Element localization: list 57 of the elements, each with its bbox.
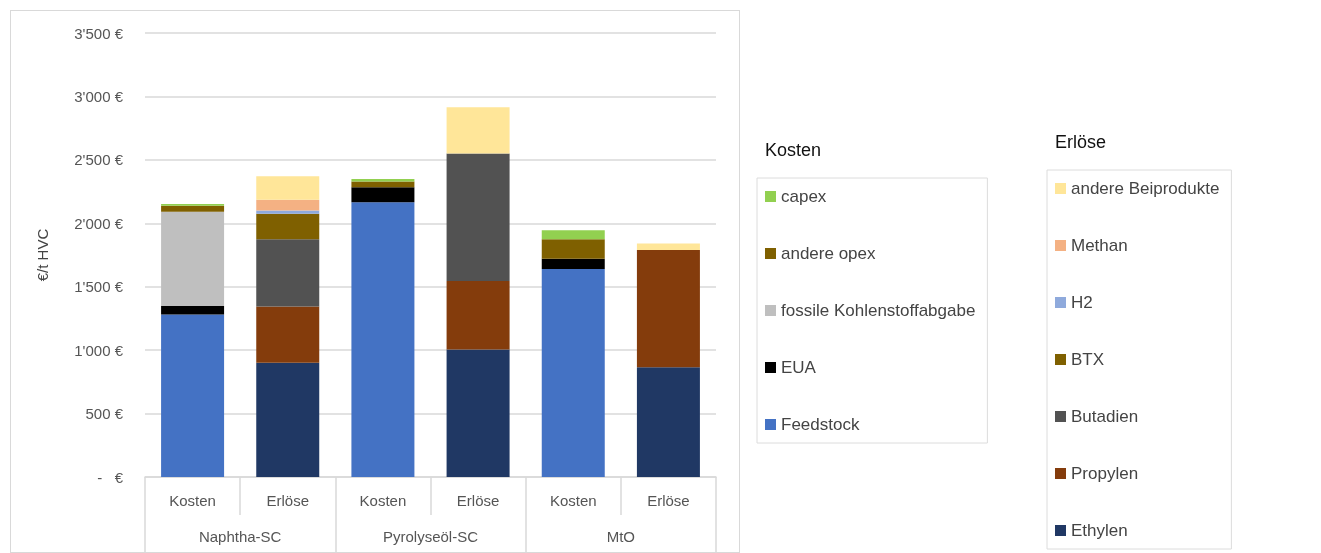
text: MtO — [606, 528, 636, 545]
y-tick-label: 1'500 € — [74, 278, 124, 296]
text: Erlöse — [1055, 132, 1107, 152]
bar — [636, 243, 700, 250]
bar — [256, 176, 320, 200]
bar — [541, 239, 605, 259]
bar — [256, 213, 320, 240]
bar — [446, 107, 510, 154]
bar — [351, 187, 415, 203]
y-tick-label: 2'500 € — [74, 151, 124, 169]
bar — [446, 349, 510, 477]
bar — [541, 268, 605, 477]
y-tick-label: 500 € — [85, 405, 124, 423]
bar — [256, 199, 320, 211]
bar — [541, 230, 605, 240]
legend-label: Propylen — [1071, 464, 1139, 483]
legend-label: Ethylen — [1071, 521, 1128, 540]
bar — [446, 281, 510, 350]
bar — [256, 210, 320, 214]
bar — [161, 314, 225, 477]
bar — [256, 239, 320, 307]
y-tick-label: 3'000 € — [74, 87, 124, 105]
bar — [636, 249, 700, 368]
bar — [351, 181, 415, 188]
x-tick-label: Kosten — [169, 492, 216, 509]
bar — [256, 306, 320, 363]
legend-label: fossile Kohlenstoffabgabe — [781, 301, 976, 320]
x-tick-label: Erlöse — [456, 492, 500, 509]
bar — [256, 362, 320, 477]
legend-label: andere opex — [781, 244, 877, 263]
y-tick-label: 1'000 € — [74, 341, 124, 359]
bar — [161, 211, 225, 306]
y-tick-label: - € — [97, 468, 124, 486]
legend-label: andere Beiprodukte — [1071, 179, 1220, 198]
legend-label: BTX — [1071, 350, 1105, 369]
bar — [351, 202, 415, 477]
bar — [161, 305, 225, 315]
x-tick-label: Kosten — [549, 492, 597, 509]
bar — [541, 258, 605, 269]
bar — [636, 367, 700, 477]
legend-label: capex — [781, 187, 827, 206]
legend-label: Butadien — [1071, 407, 1139, 426]
y-tick-label: 3'500 € — [74, 24, 124, 42]
x-tick-label: Erlöse — [647, 492, 690, 509]
x-tick-label: Erlöse — [266, 492, 310, 509]
bar — [446, 153, 510, 282]
text: Naphtha-SC — [198, 528, 282, 545]
legend-label: H2 — [1071, 293, 1093, 312]
text: Kosten — [765, 140, 822, 160]
legend-label: EUA — [781, 358, 817, 377]
y-axis-title: €/t HVC — [34, 228, 51, 282]
x-tick-label: Kosten — [359, 492, 407, 509]
text: Pyrolyseöl-SC — [382, 528, 479, 545]
bar — [161, 205, 225, 212]
legend-label: Methan — [1071, 236, 1128, 255]
y-tick-label: 2'000 € — [74, 214, 124, 232]
legend-label: Feedstock — [781, 415, 860, 434]
